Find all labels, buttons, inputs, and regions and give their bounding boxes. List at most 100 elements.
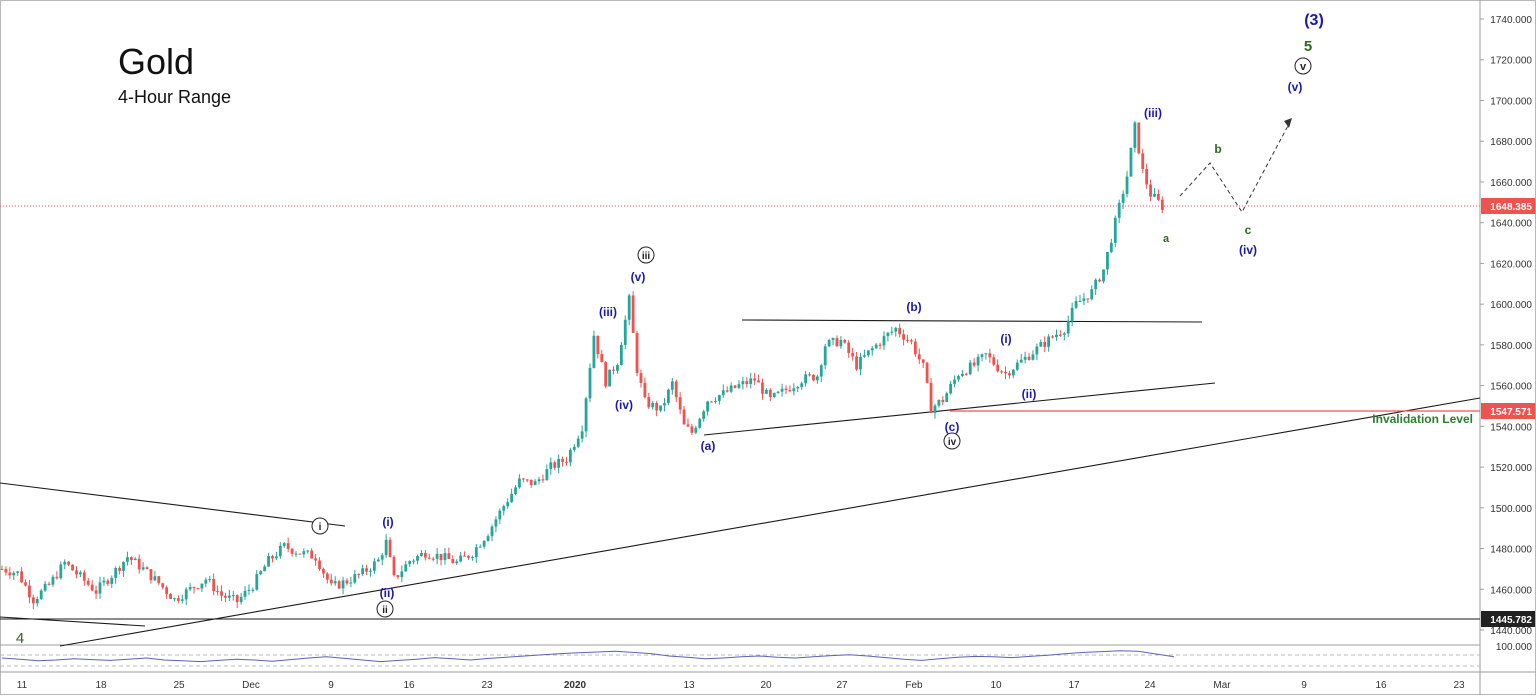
candle-body	[227, 595, 231, 598]
candle-body	[365, 568, 368, 572]
candle-body	[843, 339, 847, 343]
candle-body	[278, 545, 282, 557]
candle-body	[721, 390, 725, 396]
candle-body	[1047, 336, 1051, 347]
chart-title: Gold	[118, 41, 195, 82]
candle-body	[761, 382, 764, 394]
candle-body	[51, 576, 55, 585]
candle-body	[549, 462, 553, 470]
rsi-axis-label: 100.000	[1496, 642, 1533, 653]
candle-body	[980, 354, 984, 357]
candle-body	[596, 335, 600, 355]
wave-label-i-dec: (i)	[382, 515, 393, 529]
time-axis: 11 18 25 Dec 9 16 23 2020 13 20 27 Feb 10 17 24 Mar 9 16 2…	[17, 680, 1465, 691]
candle-body	[443, 553, 447, 561]
candle-body	[608, 369, 611, 387]
price-tag-current-text: 1648.385	[1490, 202, 1532, 213]
candle-body	[71, 564, 74, 571]
candle-body	[647, 397, 651, 408]
candle-body	[698, 418, 702, 428]
candle-body	[804, 374, 807, 384]
candle-body	[976, 356, 980, 366]
candle-body	[725, 390, 729, 392]
candle-body	[890, 331, 894, 333]
price-tag-current: 1648.385	[1481, 198, 1535, 214]
time-tick-label: 16	[403, 680, 415, 691]
candle-body	[521, 478, 525, 480]
candle-body	[714, 400, 717, 402]
candle-body	[616, 365, 619, 371]
candle-body	[192, 587, 196, 589]
candle-body	[984, 353, 988, 355]
candle-body	[502, 506, 506, 511]
trendline-triangle-bottom	[703, 382, 1216, 436]
candle-body	[792, 388, 796, 392]
candle-body	[28, 585, 31, 598]
candle-body	[1153, 193, 1156, 197]
candle-body	[494, 519, 498, 527]
wave-label-i-circle-ring	[311, 517, 329, 535]
candle-body	[63, 561, 67, 565]
candle-body	[737, 384, 741, 388]
candle-body	[917, 354, 921, 360]
candle-body	[267, 556, 270, 567]
price-tick-label: 1680.000	[1490, 137, 1532, 148]
candle-body	[533, 481, 537, 486]
candle-body	[557, 458, 561, 468]
time-tick-label: 13	[683, 680, 695, 691]
candle-body	[808, 374, 811, 376]
candle-body	[310, 550, 314, 559]
candle-body	[906, 339, 909, 341]
candle-body	[435, 553, 439, 559]
candle-body	[835, 338, 839, 347]
candle-body	[325, 573, 329, 580]
candle-body	[753, 378, 757, 381]
price-tick-label: 1480.000	[1490, 545, 1532, 556]
time-tick-label: 23	[1453, 680, 1465, 691]
candle-body	[1043, 342, 1047, 347]
candle-body	[286, 543, 290, 549]
candle-body	[114, 568, 118, 578]
candle-body	[184, 589, 188, 600]
candle-body	[1082, 298, 1086, 301]
price-axis: 1740.000 1720.000 1700.000 1680.000 1660.000…	[1480, 15, 1532, 637]
price-tick-label: 1560.000	[1490, 382, 1532, 393]
candle-body	[1121, 193, 1125, 203]
candle-body	[1125, 176, 1129, 194]
candle-body	[815, 376, 819, 381]
wave-label-b-green: b	[1214, 142, 1221, 156]
candle-body	[337, 581, 341, 589]
candle-body	[43, 583, 47, 591]
candle-body	[431, 558, 435, 560]
candle-body	[866, 350, 870, 356]
candle-body	[459, 555, 463, 562]
wave-label-ii-circle: ii	[382, 605, 388, 616]
candle-body	[717, 395, 721, 401]
candle-body	[314, 558, 317, 561]
wave-label-iv-paren: (iv)	[1239, 243, 1257, 257]
time-tick-label: 24	[1144, 680, 1156, 691]
candle-body	[177, 598, 180, 601]
wave-label-ii-circle-ring	[376, 600, 394, 618]
candle-body	[447, 553, 451, 560]
candle-body	[565, 461, 568, 463]
candle-body	[173, 598, 176, 600]
candle-body	[1070, 307, 1074, 321]
candle-body	[423, 553, 427, 558]
wave-label-b-jan: (b)	[906, 300, 921, 314]
candle-body	[467, 555, 470, 558]
candle-body	[1059, 334, 1062, 336]
candle-body	[271, 556, 274, 559]
candle-body	[275, 556, 278, 559]
candle-body	[870, 348, 874, 351]
wave-label-c-green: c	[1245, 223, 1252, 237]
candle-body	[1035, 346, 1039, 355]
time-tick-label: Feb	[905, 680, 923, 691]
candle-body	[474, 547, 478, 558]
candle-body	[561, 458, 564, 462]
candle-body	[412, 560, 415, 562]
candle-body	[122, 561, 125, 571]
time-tick-label: 9	[1301, 680, 1307, 691]
candle-body	[1000, 371, 1003, 373]
price-tick-label: 1600.000	[1490, 300, 1532, 311]
